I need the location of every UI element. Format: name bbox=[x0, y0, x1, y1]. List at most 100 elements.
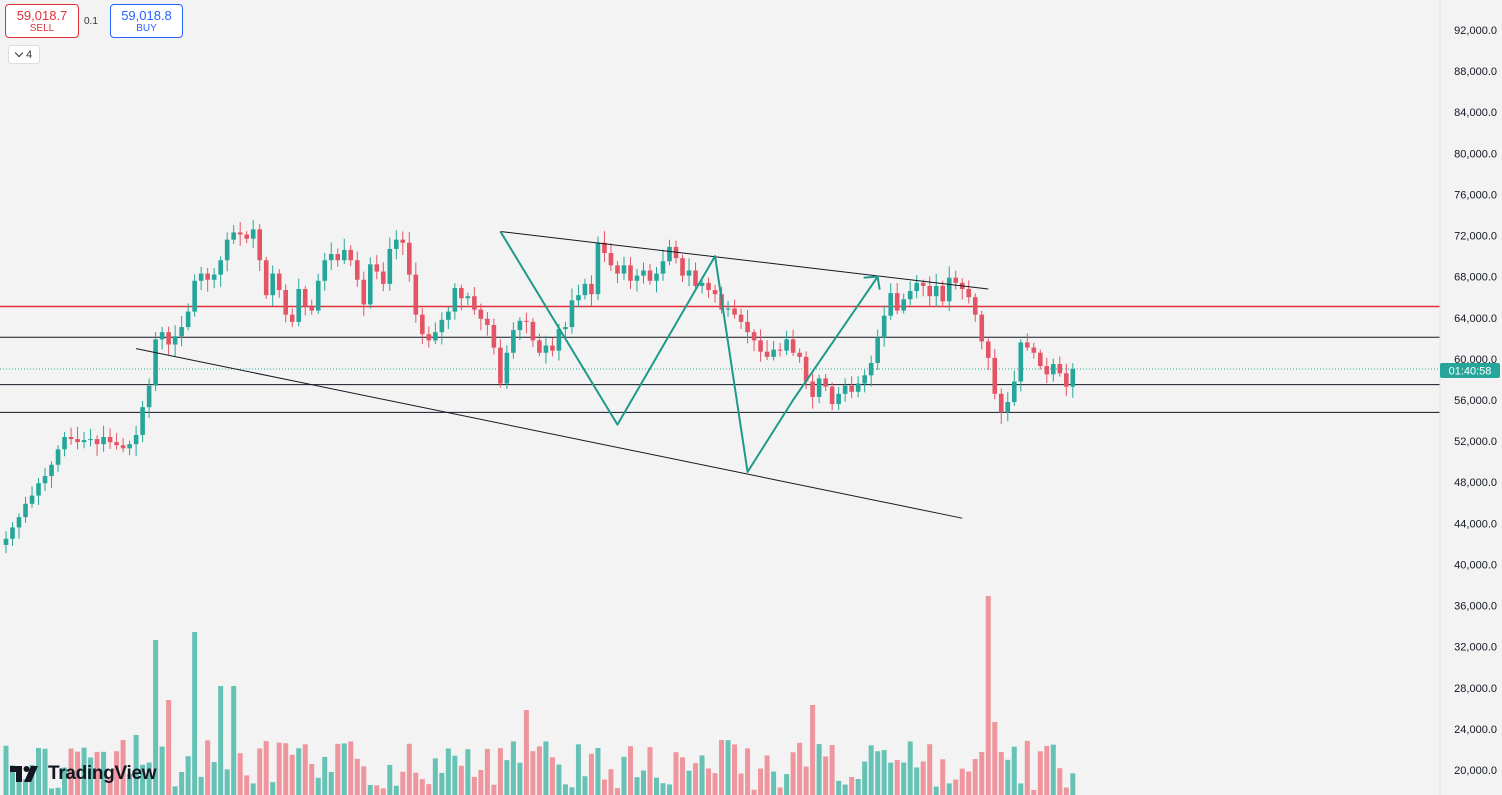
horizontal-levels[interactable] bbox=[0, 305, 1440, 413]
candle-down bbox=[459, 284, 464, 311]
candle-up bbox=[140, 401, 145, 443]
candle-down bbox=[972, 293, 978, 322]
candle-body bbox=[328, 254, 334, 261]
trendline[interactable] bbox=[500, 230, 989, 290]
price-tick-label: 80,000.0 bbox=[1454, 148, 1497, 160]
candle-up bbox=[771, 340, 776, 361]
candle-up bbox=[55, 445, 61, 472]
candle-up bbox=[816, 374, 822, 404]
candle-down bbox=[524, 312, 529, 334]
candle-down bbox=[276, 269, 282, 298]
candle-up bbox=[946, 266, 952, 311]
price-axis[interactable]: 92,000.0 88,000.0 84,000.0 80,000.0 76,000.0… bbox=[1454, 25, 1497, 777]
volume-bar bbox=[855, 779, 861, 795]
candle-body bbox=[751, 332, 757, 341]
candle-up bbox=[341, 238, 347, 265]
candle-body bbox=[354, 260, 360, 280]
volume-bar bbox=[549, 757, 555, 795]
volume-bar bbox=[133, 735, 139, 795]
volume-bar bbox=[595, 747, 601, 795]
price-tick-label: 44,000.0 bbox=[1454, 518, 1497, 530]
price-tick-label: 60,000.0 bbox=[1454, 354, 1497, 366]
volume-bar bbox=[471, 776, 477, 795]
candle-up bbox=[576, 284, 581, 308]
candle-down bbox=[120, 437, 126, 453]
candle-up bbox=[842, 378, 848, 402]
volume-bar bbox=[348, 741, 354, 795]
volume-bar bbox=[706, 768, 712, 795]
candle-body bbox=[211, 274, 217, 280]
candle-up bbox=[446, 307, 451, 330]
volume-bar bbox=[445, 748, 451, 795]
candle-body bbox=[407, 242, 412, 275]
price-tick-label: 68,000.0 bbox=[1454, 272, 1497, 284]
candle-down bbox=[732, 299, 737, 319]
candle-down bbox=[1057, 356, 1063, 377]
candle-up bbox=[933, 273, 939, 307]
volume-bar bbox=[784, 774, 790, 795]
candle-body bbox=[237, 232, 243, 235]
candle-body bbox=[530, 321, 536, 341]
volume-bar bbox=[107, 777, 113, 795]
tradingview-logo[interactable]: TradingView bbox=[10, 763, 157, 785]
candle-body bbox=[504, 352, 510, 384]
candle-up bbox=[394, 230, 399, 260]
candle-body bbox=[654, 273, 659, 281]
candle-down bbox=[966, 280, 972, 304]
candle-down bbox=[823, 374, 828, 392]
volume-bar bbox=[998, 752, 1004, 795]
pattern-projection[interactable] bbox=[499, 230, 881, 473]
price-tag-bg bbox=[1440, 363, 1500, 378]
candle-down bbox=[302, 285, 308, 316]
trendlines[interactable] bbox=[135, 230, 989, 519]
candle-body bbox=[901, 299, 906, 311]
candle-up bbox=[1005, 392, 1011, 422]
candle-body bbox=[953, 277, 959, 283]
candle-up bbox=[569, 288, 575, 334]
candle-up bbox=[881, 305, 887, 347]
candle-body bbox=[621, 265, 627, 274]
volume-bar bbox=[393, 785, 399, 795]
candle-body bbox=[602, 242, 607, 254]
candle-up bbox=[146, 378, 152, 419]
sell-button[interactable]: 59,018.7 SELL bbox=[5, 4, 79, 38]
indicators-toggle-button[interactable]: 4 bbox=[8, 45, 40, 64]
candle-down bbox=[348, 245, 354, 267]
candle-up bbox=[1070, 363, 1076, 398]
volume-bar bbox=[634, 777, 640, 795]
candle-body bbox=[1011, 381, 1017, 403]
candle-up bbox=[654, 267, 659, 293]
candle-up bbox=[218, 256, 223, 287]
candle-body bbox=[738, 314, 744, 322]
volume-bar bbox=[224, 769, 230, 795]
price-tick-label: 48,000.0 bbox=[1454, 477, 1497, 489]
price-tick-label: 20,000.0 bbox=[1454, 765, 1497, 777]
candle-body bbox=[302, 289, 308, 307]
volume-bar bbox=[426, 784, 432, 795]
candle-down bbox=[68, 427, 74, 445]
candle-body bbox=[322, 260, 328, 281]
candle-body bbox=[114, 442, 119, 446]
buy-button[interactable]: 59,018.8 BUY bbox=[110, 4, 183, 38]
volume-bar bbox=[75, 751, 81, 795]
pattern-path[interactable] bbox=[499, 230, 879, 473]
candle-down bbox=[777, 343, 783, 357]
volume-bar bbox=[231, 686, 237, 795]
volume-bar bbox=[575, 744, 581, 795]
candle-body bbox=[680, 258, 685, 276]
candle-up bbox=[907, 281, 913, 306]
candle-body bbox=[1031, 347, 1037, 353]
candle-body bbox=[205, 273, 210, 280]
trendline[interactable] bbox=[135, 348, 963, 519]
candle-up bbox=[231, 225, 236, 244]
volume-bar bbox=[510, 741, 516, 795]
candle-up bbox=[36, 477, 41, 505]
volume-bar bbox=[276, 742, 282, 795]
candle-body bbox=[465, 296, 471, 299]
candle-body bbox=[569, 300, 575, 328]
candle-body bbox=[224, 239, 230, 261]
candle-down bbox=[485, 312, 490, 336]
volume-bar bbox=[478, 769, 484, 795]
volume-bar bbox=[250, 783, 256, 795]
